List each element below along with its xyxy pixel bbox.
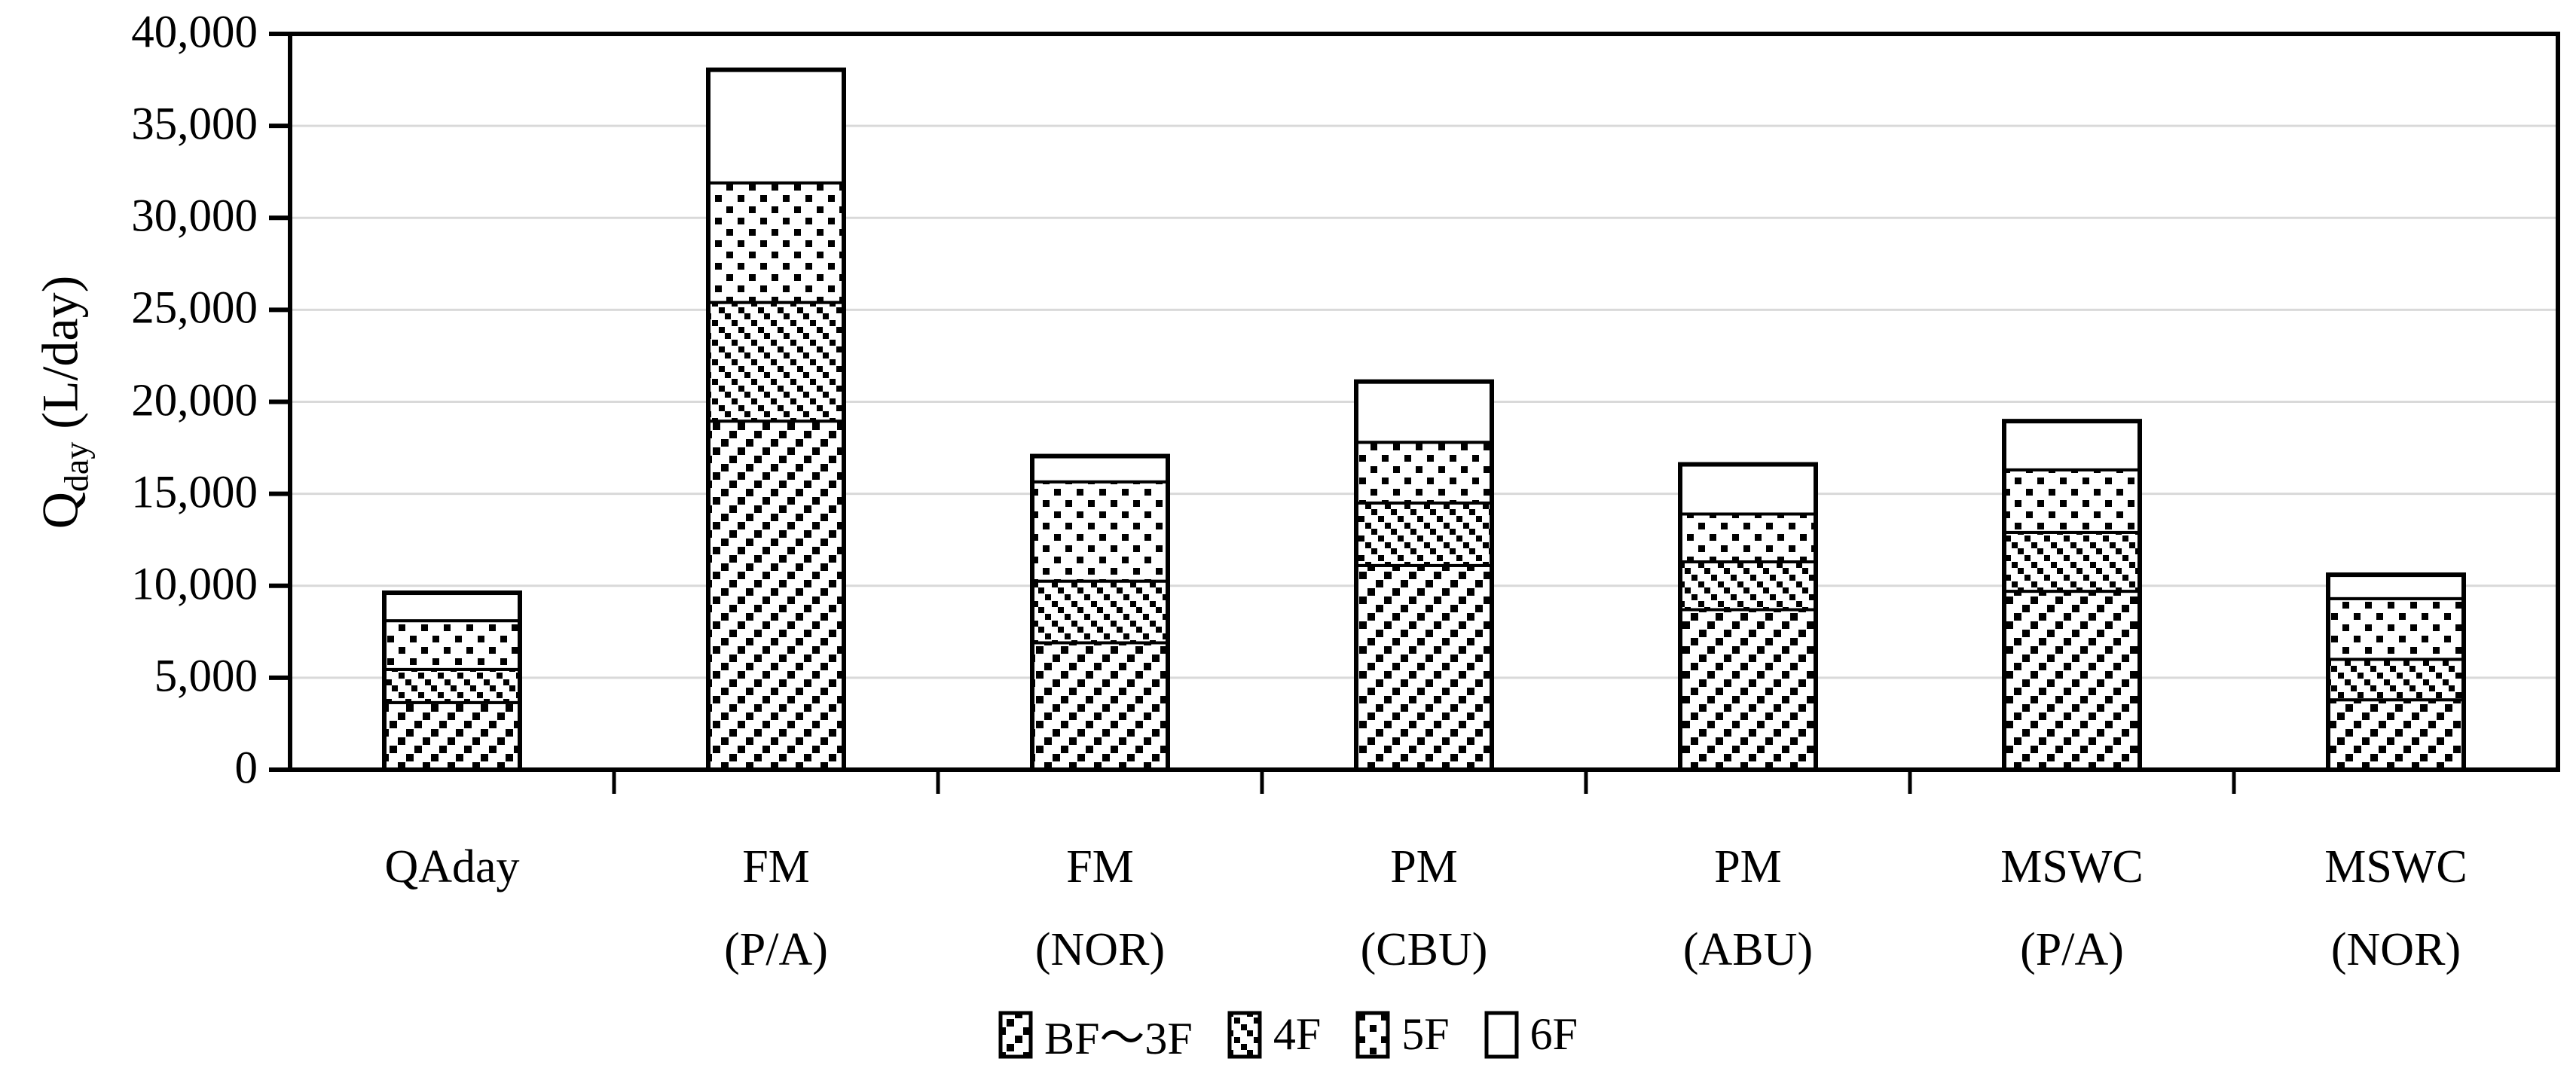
y-tick-label: 30,000 [131,191,258,242]
x-category-label: PM (ABU) [1586,825,1910,991]
x-category-label: QAday [290,825,614,908]
bar [382,590,522,772]
x-category-label-line: MSWC [2000,841,2144,892]
bar [2002,419,2142,772]
bar-segment [1679,608,1817,771]
y-tick-label: 40,000 [131,7,258,58]
x-category-label: MSWC (NOR) [2234,825,2558,991]
legend-item: 5F [1355,1008,1450,1060]
x-category-label-line: FM [742,841,810,892]
bar-segment [707,301,845,423]
legend-swatch-icon [1484,1011,1519,1058]
x-category-label-line: (NOR) [2330,924,2461,975]
bar-segment [1679,512,1817,563]
axes [269,32,2560,794]
bar-segment [1355,441,1493,505]
bar-segment [2327,596,2465,661]
legend-item: 4F [1227,1008,1321,1060]
x-category-label-line: (P/A) [2020,924,2124,975]
y-tick-label: 0 [234,743,258,794]
bar-segment [383,700,521,772]
x-category-label: PM (CBU) [1262,825,1586,991]
bar [706,67,846,773]
x-category-label-line: QAday [384,841,520,892]
x-category-label-line: PM [1714,841,1782,892]
legend-swatch-icon [1227,1011,1262,1058]
bar-segment [1031,579,1169,645]
bar-segment [383,591,521,623]
bar-segment [2003,590,2141,772]
bar-segment [1679,560,1817,612]
legend-item: 6F [1484,1008,1578,1060]
x-category-label-line: (ABU) [1682,924,1814,975]
x-category-label-line: (P/A) [724,924,828,975]
bar-segment [707,181,845,304]
bar-segment [2327,658,2465,702]
legend-swatch-icon [1355,1011,1390,1058]
y-tick-label: 35,000 [131,99,258,150]
bar-segment [1031,454,1169,484]
x-category-label-line: (CBU) [1360,924,1488,975]
bar-segment [2003,530,2141,593]
y-tick-label: 20,000 [131,375,258,426]
x-category-label-line: FM [1066,841,1134,892]
legend-item: BF～3F [998,1002,1193,1067]
bar-segment [1355,563,1493,771]
bar-segment [2003,468,2141,534]
bars-group [382,67,2466,773]
x-category-label: MSWC (P/A) [1910,825,2234,991]
bar [1354,379,1494,772]
y-tick-label: 25,000 [131,282,258,334]
legend-label: 5F [1401,1009,1450,1059]
bar-segment [1355,501,1493,567]
bar-segment [2003,420,2141,471]
x-category-label: FM (P/A) [614,825,938,991]
bar-segment [1031,641,1169,772]
y-tick-label: 15,000 [131,467,258,518]
legend-label: BF～3F [1044,1014,1193,1063]
legend-label: 6F [1529,1009,1578,1059]
bar-segment [1679,462,1817,516]
x-category-label-line: MSWC [2324,841,2468,892]
bar-segment [1355,380,1493,444]
bar-segment [383,619,521,671]
x-category-label-line: PM [1390,841,1458,892]
legend: BF～3F 4F 5F 6F [0,1002,2576,1067]
x-category-label-line: (NOR) [1034,924,1166,975]
y-tick-label: 5,000 [154,651,258,702]
x-category-label: FM (NOR) [938,825,1262,991]
bar-segment [707,68,845,185]
bar-segment [1031,480,1169,583]
legend-label: 4F [1273,1009,1322,1059]
bar-segment [383,667,521,704]
bar-segment [707,420,845,771]
y-tick-label: 10,000 [131,559,258,610]
bar-segment [2327,573,2465,600]
bar [2326,572,2466,772]
legend-swatch-icon [998,1011,1033,1058]
bar [1030,453,1170,773]
bar [1678,462,1818,772]
bar-segment [2327,698,2465,771]
